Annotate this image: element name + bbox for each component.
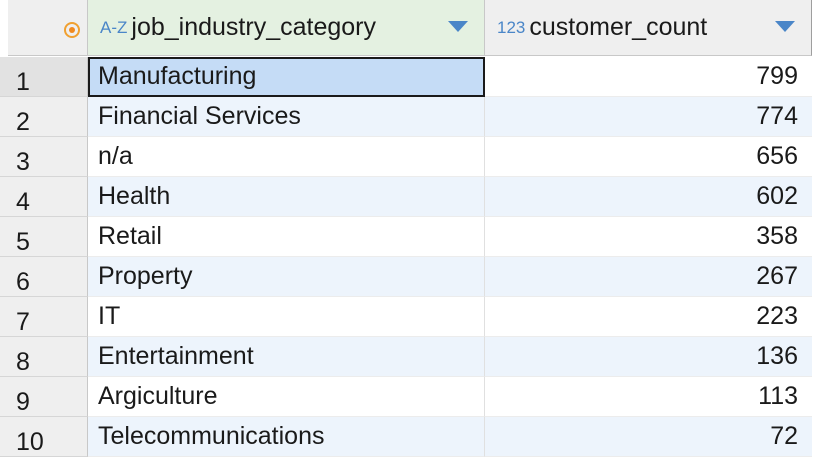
cell-category[interactable]: Telecommunications (88, 417, 485, 457)
cell-category[interactable]: Entertainment (88, 337, 485, 377)
cell-category[interactable]: n/a (88, 137, 485, 177)
record-icon[interactable] (64, 22, 80, 38)
table-row[interactable]: 3 n/a 656 (0, 137, 822, 177)
table-row[interactable]: 7 IT 223 (0, 297, 822, 337)
column-header-label: job_industry_category (131, 13, 376, 41)
row-number[interactable]: 10 (0, 417, 88, 457)
sort-down-icon[interactable] (448, 21, 468, 32)
cell-count[interactable]: 136 (485, 337, 812, 377)
cell-count[interactable]: 113 (485, 377, 812, 417)
row-number[interactable]: 8 (0, 337, 88, 377)
table-row[interactable]: 6 Property 267 (0, 257, 822, 297)
text-type-icon: A-Z (100, 17, 128, 37)
cell-category[interactable]: Argiculture (88, 377, 485, 417)
cell-count[interactable]: 267 (485, 257, 812, 297)
cell-count[interactable]: 774 (485, 97, 812, 137)
cell-category[interactable]: Manufacturing (88, 57, 485, 97)
cell-count[interactable]: 799 (485, 57, 812, 97)
column-header-customer-count[interactable]: 123 customer_count (485, 0, 812, 56)
cell-category[interactable]: Health (88, 177, 485, 217)
row-number[interactable]: 6 (0, 257, 88, 297)
cell-count[interactable]: 358 (485, 217, 812, 257)
column-header-job-industry-category[interactable]: A-Z job_industry_category (88, 0, 485, 56)
table-row[interactable]: 2 Financial Services 774 (0, 97, 822, 137)
row-number[interactable]: 1 (0, 57, 88, 97)
cell-category[interactable]: Retail (88, 217, 485, 257)
row-number[interactable]: 4 (0, 177, 88, 217)
grid-corner[interactable] (8, 0, 88, 56)
row-number[interactable]: 2 (0, 97, 88, 137)
table-row[interactable]: 8 Entertainment 136 (0, 337, 822, 377)
grid-rows: 1 Manufacturing 799 2 Financial Services… (0, 57, 822, 457)
cell-category[interactable]: Property (88, 257, 485, 297)
cell-category[interactable]: IT (88, 297, 485, 337)
cell-category[interactable]: Financial Services (88, 97, 485, 137)
cell-count[interactable]: 72 (485, 417, 812, 457)
numeric-type-icon: 123 (497, 17, 526, 37)
cell-count[interactable]: 223 (485, 297, 812, 337)
row-number[interactable]: 9 (0, 377, 88, 417)
table-row[interactable]: 4 Health 602 (0, 177, 822, 217)
row-number[interactable]: 5 (0, 217, 88, 257)
cell-count[interactable]: 656 (485, 137, 812, 177)
table-row[interactable]: 9 Argiculture 113 (0, 377, 822, 417)
table-row[interactable]: 1 Manufacturing 799 (0, 57, 822, 97)
cell-count[interactable]: 602 (485, 177, 812, 217)
table-row[interactable]: 5 Retail 358 (0, 217, 822, 257)
table-row[interactable]: 10 Telecommunications 72 (0, 417, 822, 457)
sort-down-icon[interactable] (775, 21, 795, 32)
row-number[interactable]: 7 (0, 297, 88, 337)
column-header-label: customer_count (529, 13, 708, 41)
row-number[interactable]: 3 (0, 137, 88, 177)
